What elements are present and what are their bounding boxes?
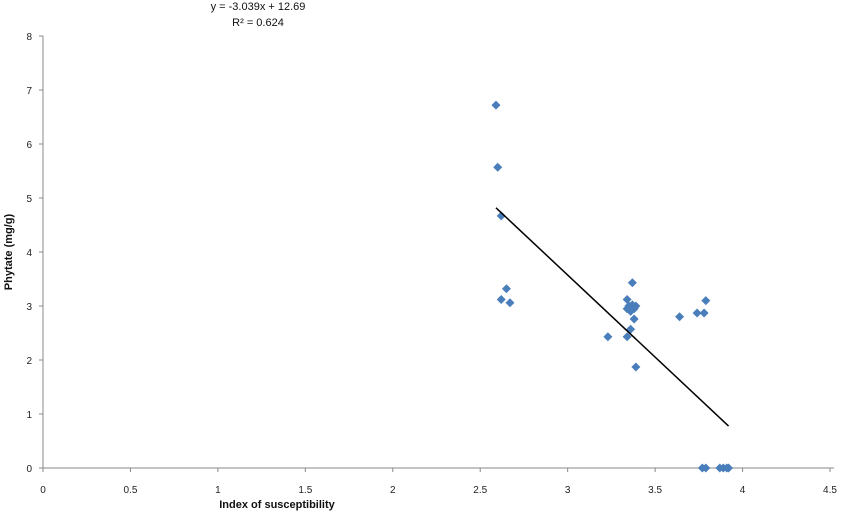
data-point: [631, 362, 641, 372]
y-tick-label: 0: [26, 464, 32, 475]
data-point: [505, 298, 515, 308]
y-tick-label: 7: [26, 86, 32, 97]
data-point: [491, 100, 501, 110]
data-point: [496, 295, 506, 305]
data-point: [622, 332, 632, 342]
y-tick-label: 2: [26, 356, 32, 367]
data-point: [626, 324, 636, 334]
data-point: [627, 278, 637, 288]
y-tick-label: 3: [26, 302, 32, 313]
y-tick-label: 1: [26, 410, 32, 421]
data-point: [622, 295, 632, 305]
data-point: [675, 312, 685, 322]
x-tick-label: 3.5: [648, 485, 662, 496]
data-point: [701, 463, 711, 473]
y-tick-label: 5: [26, 194, 32, 205]
data-point: [622, 304, 632, 314]
data-point: [493, 162, 503, 172]
x-tick-label: 3: [565, 485, 571, 496]
x-axis-title: Index of susceptibility: [219, 499, 335, 511]
trendline-equation: y = -3.039x + 12.69: [210, 1, 306, 13]
x-tick-label: 4.5: [823, 485, 837, 496]
data-point: [724, 463, 734, 473]
y-tick-label: 6: [26, 140, 32, 151]
data-point: [692, 308, 702, 318]
y-tick-label: 8: [26, 32, 32, 43]
data-point: [501, 284, 511, 294]
data-point: [701, 296, 711, 306]
x-tick-label: 2.5: [473, 485, 487, 496]
r-squared-label: R² = 0.624: [232, 17, 284, 29]
y-tick-label: 4: [26, 248, 32, 259]
data-point: [629, 314, 639, 324]
x-tick-label: 1: [215, 485, 221, 496]
data-point: [699, 308, 709, 318]
trendline: [495, 207, 730, 427]
x-tick-label: 1.5: [298, 485, 312, 496]
x-tick-label: 4: [740, 485, 746, 496]
y-axis-title: Phytate (mg/g): [3, 213, 15, 290]
x-tick-label: 0.5: [123, 485, 137, 496]
data-point: [603, 332, 613, 342]
data-point: [631, 301, 641, 311]
data-point: [496, 211, 506, 221]
x-tick-label: 2: [390, 485, 396, 496]
x-tick-label: 0: [40, 485, 46, 496]
